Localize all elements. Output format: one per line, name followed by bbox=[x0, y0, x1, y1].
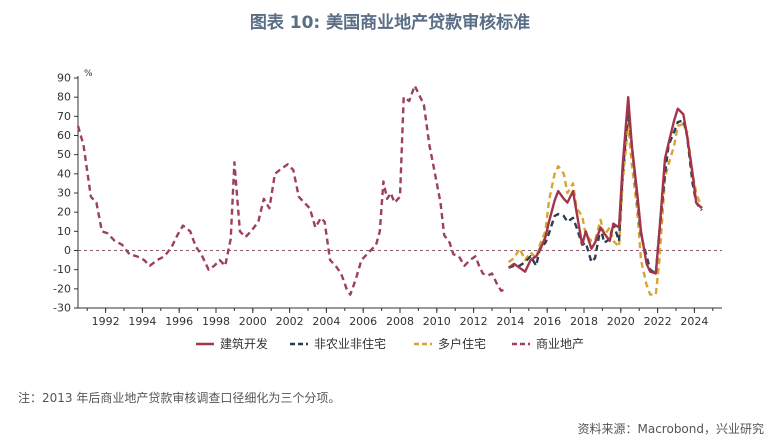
x-tick-label: 2002 bbox=[276, 315, 304, 328]
legend-item-3: 多户住宅 bbox=[414, 336, 486, 351]
legend-label: 多户住宅 bbox=[438, 336, 486, 351]
x-tick-label: 1992 bbox=[92, 315, 120, 328]
series-line-2 bbox=[508, 109, 703, 275]
x-tick-label: 2008 bbox=[386, 315, 414, 328]
footnote: 注：2013 年后商业地产贷款审核调查口径细化为三个分项。 bbox=[18, 391, 341, 405]
y-tick-label: 0 bbox=[64, 244, 71, 257]
y-tick-label: 20 bbox=[57, 206, 71, 219]
x-tick-label: 2024 bbox=[680, 315, 708, 328]
x-tick-label: 2016 bbox=[533, 315, 561, 328]
x-tick-label: 1996 bbox=[165, 315, 193, 328]
y-tick-label: -30 bbox=[53, 302, 71, 315]
y-tick-label: 60 bbox=[57, 129, 71, 142]
y-tick-label: -10 bbox=[53, 263, 71, 276]
y-tick-label: 40 bbox=[57, 167, 71, 180]
source-label: 资料来源：Macrobond，兴业研究 bbox=[577, 422, 765, 436]
y-tick-label: 50 bbox=[57, 148, 71, 161]
x-tick-label: 2006 bbox=[349, 315, 377, 328]
x-tick-label: 2010 bbox=[423, 315, 451, 328]
x-tick-label: 2022 bbox=[644, 315, 672, 328]
legend-item-1: 建筑开发 bbox=[196, 336, 268, 351]
legend-item-2: 非农业非住宅 bbox=[290, 336, 386, 351]
x-tick-label: 2004 bbox=[312, 315, 340, 328]
chart-title: 图表 10: 美国商业地产贷款审核标准 bbox=[249, 13, 531, 33]
series-line-3 bbox=[507, 122, 703, 296]
y-unit-label: % bbox=[84, 69, 93, 79]
legend-label: 建筑开发 bbox=[220, 336, 268, 351]
series-line-1 bbox=[507, 96, 703, 275]
series-line-4 bbox=[76, 84, 508, 296]
y-tick-label: 10 bbox=[57, 225, 71, 238]
x-tick-label: 2020 bbox=[607, 315, 635, 328]
y-tick-label: -20 bbox=[53, 282, 71, 295]
x-tick-label: 2014 bbox=[496, 315, 524, 328]
x-tick-label: 2018 bbox=[570, 315, 598, 328]
y-tick-label: 70 bbox=[57, 110, 71, 123]
x-tick-label: 2012 bbox=[460, 315, 488, 328]
x-tick-label: 2000 bbox=[239, 315, 267, 328]
x-tick-label: 1994 bbox=[128, 315, 156, 328]
legend-item-4: 商业地产 bbox=[512, 336, 584, 351]
x-tick-label: 1998 bbox=[202, 315, 230, 328]
y-tick-label: 80 bbox=[57, 91, 71, 104]
y-tick-label: 90 bbox=[57, 72, 71, 85]
y-tick-label: 30 bbox=[57, 187, 71, 200]
legend-label: 商业地产 bbox=[536, 336, 584, 351]
legend-label: 非农业非住宅 bbox=[314, 336, 386, 351]
